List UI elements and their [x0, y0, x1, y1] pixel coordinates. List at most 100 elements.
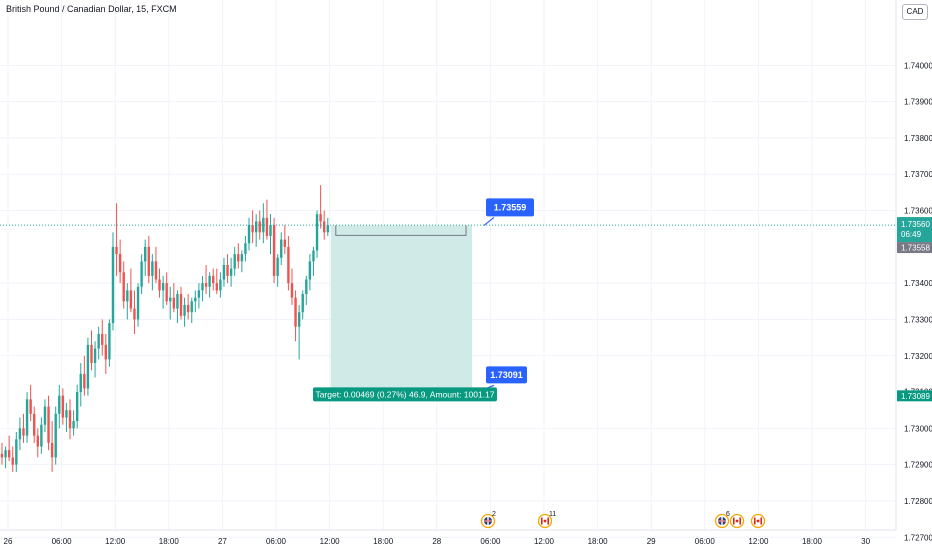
candle-body: [280, 239, 283, 258]
candle-body: [68, 410, 72, 429]
candle-body: [50, 442, 54, 458]
candle-body: [233, 254, 236, 269]
price-tick-label: 1.72700: [904, 533, 932, 542]
current-price-label: 1.73560: [901, 220, 930, 229]
time-tick-label: 18:00: [588, 537, 609, 546]
price-tick-label: 1.73200: [904, 352, 932, 361]
candle-body: [208, 275, 211, 287]
candle-body: [247, 225, 251, 244]
time-tick-label: 27: [218, 537, 227, 546]
candle-body: [72, 421, 75, 429]
position-tool[interactable]: 1.73559 1.73091 Target: 0.00469 (0.27%) 46…: [313, 198, 534, 402]
candle-body: [0, 453, 4, 458]
candle-body: [40, 424, 43, 447]
time-tick-label: 30: [861, 537, 870, 546]
candle-body: [97, 333, 100, 349]
entry-callout[interactable]: [486, 198, 534, 217]
time-tick-label: 29: [647, 537, 656, 546]
candle-body: [33, 413, 36, 436]
time-tick-label: 12:00: [105, 537, 126, 546]
candle-body: [237, 254, 240, 262]
candle-body: [319, 214, 322, 222]
price-tick-label: 1.73700: [904, 170, 932, 179]
candle-body: [144, 246, 147, 262]
candle-body: [179, 294, 183, 316]
event-count: 6: [726, 511, 730, 518]
candle-body: [323, 221, 326, 233]
target-zone[interactable]: [330, 225, 472, 396]
symbol-title: British Pound / Canadian Dollar, 15, FXC…: [6, 4, 177, 14]
candle-body: [129, 290, 133, 309]
time-tick-label: 06:00: [480, 537, 501, 546]
uk-flag-icon[interactable]: 6: [714, 511, 731, 529]
candle-body: [165, 283, 168, 302]
canada-flag-icon[interactable]: [750, 513, 766, 529]
candle-body: [25, 399, 29, 436]
candle-body: [61, 395, 65, 418]
candle-body: [290, 283, 294, 298]
candle-body: [297, 312, 301, 327]
candle-body: [140, 261, 143, 287]
candle-body: [272, 225, 276, 276]
canada-flag-icon[interactable]: 11: [537, 511, 557, 529]
candle-countdown: 06:49: [901, 230, 922, 239]
currency-button[interactable]: CAD: [902, 4, 928, 20]
candle-body: [58, 395, 61, 414]
candle-body: [22, 428, 25, 436]
time-tick-label: 26: [4, 537, 13, 546]
current-price-tag: [897, 217, 932, 243]
target-info-label: Target: 0.00469 (0.27%) 46.9, Amount: 10…: [315, 389, 494, 399]
candle-body: [75, 392, 79, 422]
time-axis[interactable]: 26 06:00 12:00 18:00 27 06:00 12:00 18:00 28 06:0…: [0, 529, 896, 546]
candle-body: [83, 373, 86, 389]
candle-body: [54, 413, 57, 458]
candle-body: [305, 279, 308, 295]
candle-body: [269, 225, 272, 236]
candle-body: [65, 410, 68, 418]
candle-body: [115, 246, 118, 255]
candle-body: [197, 290, 201, 298]
price-axis[interactable]: 1.74000 1.73900 1.73800 1.73700 1.73600 1.734…: [895, 0, 932, 542]
canada-flag-icon[interactable]: [729, 513, 745, 529]
candle-body: [126, 290, 129, 302]
entry-callout-pointer: [483, 216, 495, 226]
time-tick-label: 28: [432, 537, 441, 546]
candle-body: [276, 257, 279, 276]
candle-body: [254, 221, 258, 233]
candle-body: [36, 435, 39, 447]
candle-body: [118, 254, 122, 273]
candle-body: [111, 246, 115, 324]
time-tick-label: 06:00: [266, 537, 287, 546]
candle-body: [147, 246, 150, 276]
candle-body: [29, 399, 32, 414]
candle-body: [104, 344, 108, 360]
candle-body: [186, 304, 190, 313]
candle-body: [18, 428, 22, 440]
secondary-price-tag: [897, 242, 932, 254]
candle-body: [283, 239, 287, 247]
candle-body: [229, 268, 233, 276]
candle-body: [161, 283, 165, 291]
candle-body: [183, 304, 186, 316]
time-tick-label: 12:00: [534, 537, 555, 546]
target-info-box: [313, 387, 497, 402]
candle-body: [101, 333, 104, 345]
candle-body: [240, 254, 244, 262]
price-tick-label: 1.72800: [904, 497, 932, 506]
candle-body: [47, 406, 50, 443]
target-price-label: 1.73089: [901, 392, 930, 401]
uk-flag-icon[interactable]: 2: [480, 511, 497, 529]
candle-body: [11, 457, 14, 465]
candle-body: [172, 297, 176, 309]
time-tick-label: 06:00: [695, 537, 716, 546]
event-count: 11: [549, 511, 556, 518]
candle-body: [326, 225, 329, 233]
time-tick-label: 12:00: [320, 537, 341, 546]
candlestick-series: [0, 185, 329, 472]
candle-body: [151, 261, 154, 276]
target-callout[interactable]: [486, 366, 527, 384]
candle-body: [108, 323, 111, 360]
economic-events: 2 11 6: [480, 511, 766, 529]
candle-body: [251, 225, 254, 233]
